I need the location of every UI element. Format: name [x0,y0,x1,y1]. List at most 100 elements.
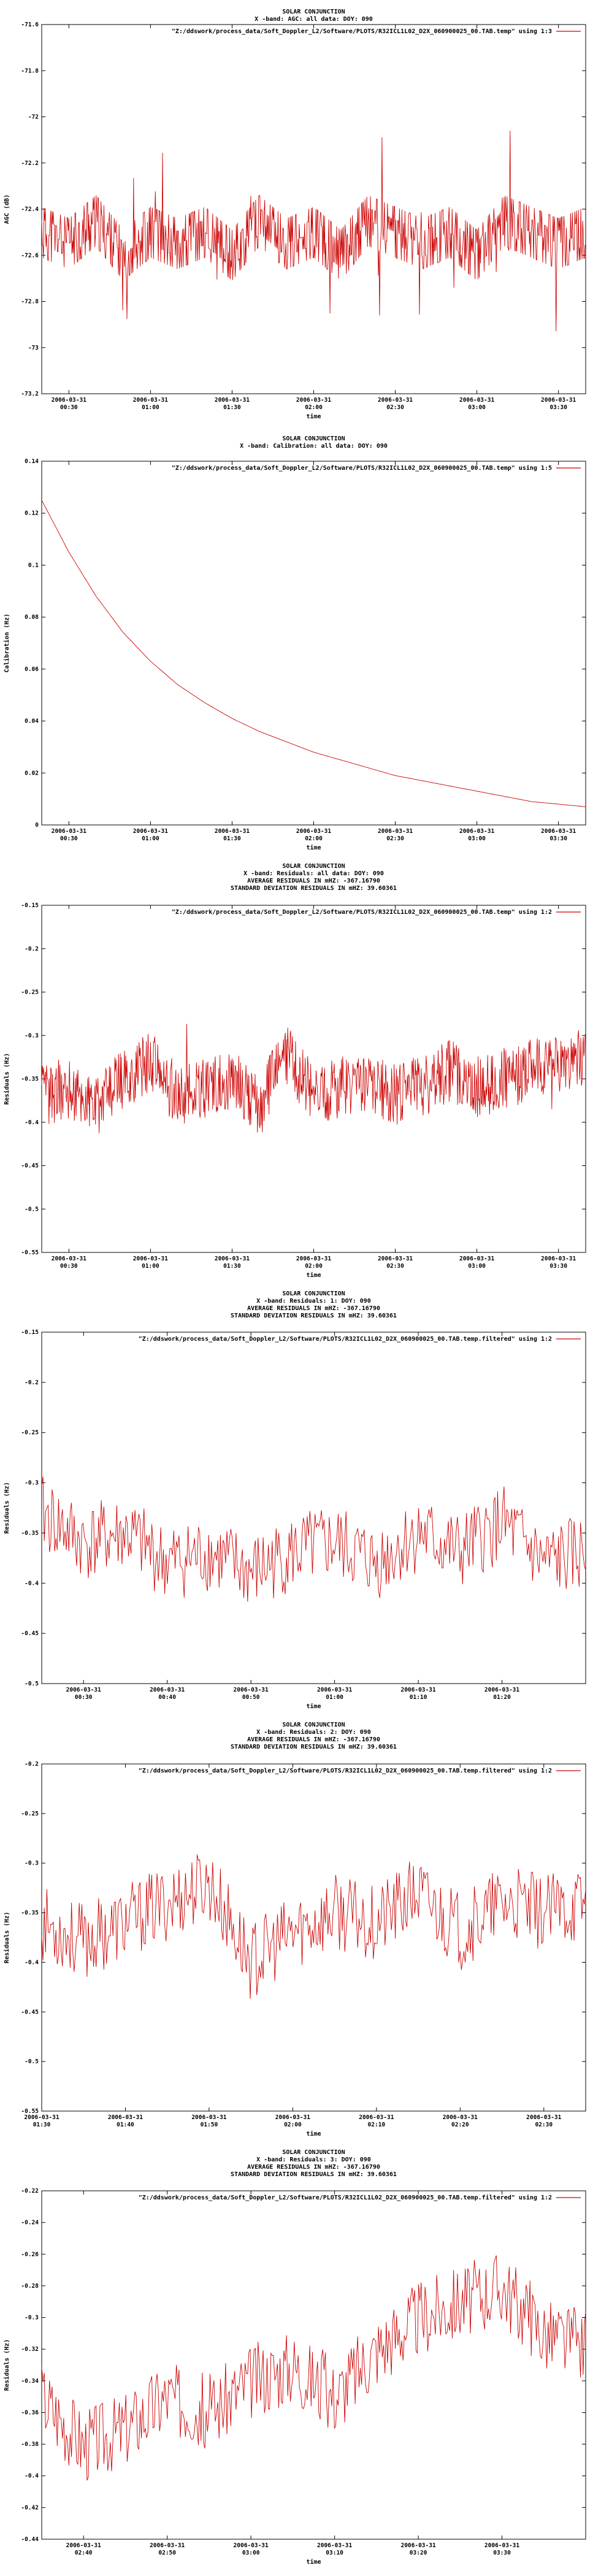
x-tick-label: 2006-03-31 [541,828,576,835]
x-tick-label: 01:00 [142,404,159,411]
y-tick-label: 0.06 [25,666,39,673]
y-axis-label: Residuals (Hz) [3,1053,10,1105]
x-tick-label: 2006-03-31 [150,2542,185,2549]
x-tick-label: 01:00 [326,1694,343,1701]
y-tick-label: -71.8 [21,67,39,74]
y-axis-label: Residuals (Hz) [3,1482,10,1533]
y-tick-label: -0.3 [25,1480,39,1487]
x-tick-label: 2006-03-31 [275,2114,310,2121]
x-axis-label: time [306,1271,321,1279]
x-tick-label: 2006-03-31 [133,397,168,404]
x-axis-label: time [306,413,321,420]
chart-title: X -band: Calibration: all data: DOY: 090 [240,442,388,450]
x-tick-label: 2006-03-31 [108,2114,143,2121]
x-tick-label: 2006-03-31 [296,1255,331,1262]
x-tick-label: 2006-03-31 [526,2114,561,2121]
plot-frame [41,461,586,826]
y-tick-label: -0.44 [21,2536,39,2543]
x-tick-label: 02:30 [386,404,404,411]
y-tick-label: -0.42 [21,2504,39,2511]
x-tick-label: 01:20 [493,1694,511,1701]
y-tick-label: -0.3 [25,1032,39,1039]
x-tick-label: 2006-03-31 [459,1255,494,1262]
x-tick-label: 2006-03-31 [66,1687,101,1693]
y-tick-label: -71.6 [21,21,39,28]
x-tick-label: 03:00 [468,835,486,842]
x-tick-label: 2006-03-31 [215,1255,250,1262]
x-tick-label: 00:30 [60,1263,78,1270]
x-tick-label: 2006-03-31 [52,828,86,835]
chart-title: X -band: Residuals: 2: DOY: 090 [256,1728,371,1736]
x-tick-label: 2006-03-31 [359,2114,394,2121]
x-tick-label: 2006-03-31 [484,1687,519,1693]
chart-title: SOLAR CONJUNCTION [282,435,345,442]
x-tick-label: 02:30 [386,835,404,842]
x-tick-label: 03:00 [468,1263,486,1270]
chart-title: AVERAGE RESIDUALS IN mHZ: -367.16790 [247,1736,380,1743]
y-tick-label: -0.3 [25,1860,39,1867]
chart-title: X -band: Residuals: all data: DOY: 090 [243,870,384,877]
x-tick-label: 2006-03-31 [215,397,250,404]
y-tick-label: -0.22 [21,2188,39,2195]
y-tick-label: 0.14 [25,458,39,465]
x-tick-label: 2006-03-31 [459,397,494,404]
y-tick-label: 0.02 [25,770,39,776]
x-tick-label: 2006-03-31 [52,1255,86,1262]
y-tick-label: -73 [28,345,39,351]
series-line [41,500,586,807]
y-tick-label: -0.5 [25,1206,39,1213]
x-tick-label: 2006-03-31 [191,2114,226,2121]
y-tick-label: -72 [28,114,39,121]
chart-title: AVERAGE RESIDUALS IN mHZ: -367.16790 [247,1305,380,1312]
x-tick-label: 01:50 [201,2122,218,2128]
x-tick-label: 2006-03-31 [443,2114,478,2121]
chart-title: X -band: Residuals: 3: DOY: 090 [256,2156,371,2163]
x-tick-label: 00:30 [60,835,78,842]
y-tick-label: -0.55 [21,1249,39,1256]
legend-label: "Z:/ddswork/process_data/Soft_Doppler_L2… [172,908,552,916]
chart-title: AVERAGE RESIDUALS IN mHZ: -367.16790 [247,878,380,884]
chart-title: SOLAR CONJUNCTION [282,2149,345,2156]
x-tick-label: 2006-03-31 [234,1687,269,1693]
y-axis-label: Residuals (Hz) [3,2339,10,2391]
x-axis-label: time [306,2130,321,2137]
x-axis-label: time [306,2558,321,2566]
x-tick-label: 2006-03-31 [459,828,494,835]
y-tick-label: -0.24 [21,2220,39,2226]
y-axis-label: AGC (dB) [4,194,10,224]
y-tick-label: -0.35 [21,1530,39,1536]
chart-title: STANDARD DEVIATION RESIDUALS IN mHZ: 39.… [231,2171,397,2178]
legend-label: "Z:/ddswork/process_data/Soft_Doppler_L2… [172,28,552,35]
x-tick-label: 2006-03-31 [317,2542,352,2549]
y-tick-label: -0.25 [21,1430,39,1436]
y-tick-label: -0.36 [21,2409,39,2416]
x-tick-label: 03:00 [242,2550,260,2556]
x-tick-label: 2006-03-31 [400,2542,435,2549]
chart-title: SOLAR CONJUNCTION [282,1722,345,1728]
x-tick-label: 03:00 [468,404,486,411]
y-tick-label: -0.26 [21,2251,39,2258]
y-tick-label: 0.08 [25,614,39,621]
y-tick-label: -72.4 [21,206,39,213]
x-tick-label: 2006-03-31 [484,2542,519,2549]
y-axis-label: Calibration (Hz) [3,613,10,672]
y-tick-label: -0.4 [25,1959,39,1966]
y-tick-label: -0.15 [21,902,39,909]
y-tick-label: -0.45 [21,1163,39,1170]
x-tick-label: 02:10 [368,2122,386,2128]
y-tick-label: -0.25 [21,1811,39,1817]
legend-label: "Z:/ddswork/process_data/Soft_Doppler_L2… [139,1335,552,1343]
chart-title: AVERAGE RESIDUALS IN mHZ: -367.16790 [247,2164,380,2171]
plot-frame [41,2190,586,2540]
y-tick-label: -72.8 [21,299,39,305]
series-line [41,1854,586,1999]
y-tick-label: -0.35 [21,1910,39,1917]
y-tick-label: -0.32 [21,2346,39,2353]
y-tick-label: -73.2 [21,391,39,397]
y-tick-label: -0.34 [21,2378,39,2385]
